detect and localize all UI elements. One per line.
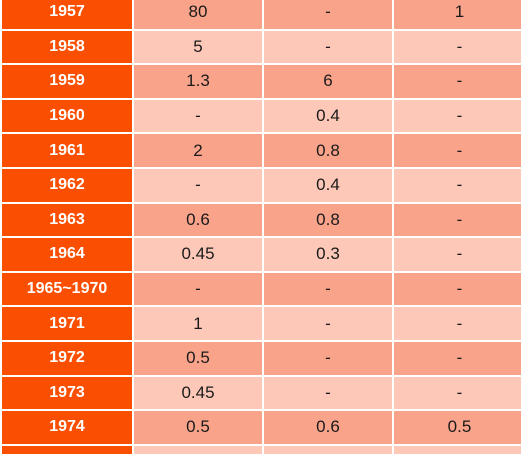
year-cell: 1961 — [2, 134, 132, 169]
table-row: 1957 80 - 1 — [2, 0, 521, 31]
value-cell-b: 0.6 — [264, 411, 392, 446]
value-cell-c: 0.5 — [394, 411, 521, 446]
value-cell-a: 1 — [134, 307, 262, 342]
value-cell-c: - — [394, 272, 521, 308]
table-row: 1960 - 0.4 - — [2, 99, 521, 135]
value-cell-b: - — [264, 376, 392, 412]
value-cell-a: - — [134, 99, 262, 135]
value-cell-a: 0.6 — [134, 203, 262, 239]
value-cell-c: - — [394, 203, 521, 239]
value-cell-c: - — [394, 65, 521, 100]
year-cell — [2, 445, 132, 454]
value-cell-b: 0.8 — [264, 134, 392, 169]
table-row: 1972 0.5 - - — [2, 341, 521, 377]
value-cell-a — [134, 445, 262, 454]
year-cell: 1962 — [2, 168, 132, 204]
value-cell-b: - — [264, 341, 392, 377]
value-cell-b: 0.3 — [264, 238, 392, 273]
value-cell-c: - — [394, 307, 521, 342]
value-cell-a: 0.5 — [134, 341, 262, 377]
year-cell: 1965~1970 — [2, 272, 132, 308]
value-cell-a: - — [134, 272, 262, 308]
year-cell: 1971 — [2, 307, 132, 342]
year-cell: 1958 — [2, 30, 132, 66]
value-cell-a: 5 — [134, 30, 262, 66]
value-cell-a: 1.3 — [134, 65, 262, 100]
value-cell-a: 80 — [134, 0, 262, 31]
table-row: 1965~1970 - - - — [2, 272, 521, 308]
value-cell-b: - — [264, 307, 392, 342]
table-row: 1973 0.45 - - — [2, 376, 521, 412]
value-cell-b: 0.8 — [264, 203, 392, 239]
value-cell-a: - — [134, 168, 262, 204]
table-row: 1962 - 0.4 - — [2, 168, 521, 204]
value-cell-c: - — [394, 30, 521, 66]
year-cell: 1963 — [2, 203, 132, 239]
value-cell-a: 0.5 — [134, 411, 262, 446]
value-cell-b: 0.4 — [264, 168, 392, 204]
value-cell-c: - — [394, 376, 521, 412]
value-cell-c: - — [394, 168, 521, 204]
year-cell: 1974 — [2, 411, 132, 446]
year-cell: 1973 — [2, 376, 132, 412]
value-cell-a: 0.45 — [134, 376, 262, 412]
value-cell-a: 0.45 — [134, 238, 262, 273]
value-cell-c: - — [394, 99, 521, 135]
table-row: 1961 2 0.8 - — [2, 134, 521, 169]
value-cell-b: - — [264, 0, 392, 31]
value-cell-a: 2 — [134, 134, 262, 169]
table-row-partial — [2, 445, 521, 454]
value-cell-c — [394, 445, 521, 454]
value-cell-b: 6 — [264, 65, 392, 100]
value-cell-c: - — [394, 238, 521, 273]
value-cell-c: - — [394, 134, 521, 169]
value-cell-b: - — [264, 30, 392, 66]
table-row: 1963 0.6 0.8 - — [2, 203, 521, 239]
value-cell-b: 0.4 — [264, 99, 392, 135]
table-row: 1959 1.3 6 - — [2, 65, 521, 100]
table-row: 1971 1 - - — [2, 307, 521, 342]
year-cell: 1959 — [2, 65, 132, 100]
year-cell: 1960 — [2, 99, 132, 135]
value-cell-c: - — [394, 341, 521, 377]
value-cell-b — [264, 445, 392, 454]
table-row: 1958 5 - - — [2, 30, 521, 66]
year-cell: 1957 — [2, 0, 132, 31]
year-cell: 1972 — [2, 341, 132, 377]
table-row: 1974 0.5 0.6 0.5 — [2, 411, 521, 446]
value-cell-b: - — [264, 272, 392, 308]
table-row: 1964 0.45 0.3 - — [2, 238, 521, 273]
year-cell: 1964 — [2, 238, 132, 273]
value-cell-c: 1 — [394, 0, 521, 31]
